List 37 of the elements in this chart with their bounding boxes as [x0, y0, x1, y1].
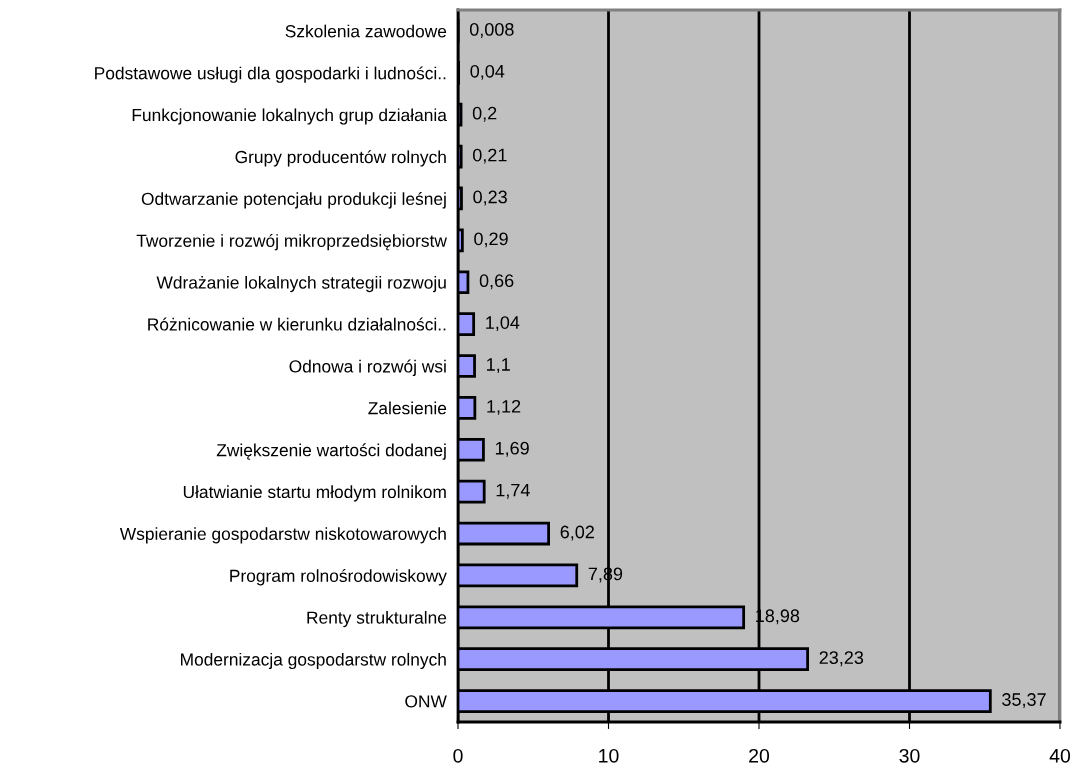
data-label: 1,1: [487, 358, 510, 373]
y-tick-label: Szkolenia zawodowe: [285, 24, 447, 38]
x-tick-label: 40: [1049, 748, 1071, 763]
y-tick-label: ONW: [405, 695, 447, 708]
data-label: 0,66: [479, 274, 514, 290]
data-label: 1,69: [495, 441, 529, 457]
y-tick-label: Podstawowe usługi dla gospodarki i ludności..: [95, 66, 446, 83]
data-label: 0,04: [470, 64, 505, 80]
y-tick-label: Wspieranie gospodarstw niskotowarowych: [119, 527, 446, 544]
data-label: 6,02: [560, 525, 594, 541]
data-label: 35,37: [1002, 693, 1046, 709]
data-label: 0,29: [474, 232, 508, 248]
y-tick-label: Ułatwianie startu młodym rolnikom: [183, 485, 446, 502]
y-tick-label: Różnicowanie w kierunku działalności..: [148, 317, 446, 331]
x-tick-label: 30: [899, 748, 920, 763]
y-tick-label: Zalesienie: [368, 401, 447, 415]
y-tick-label: Modernizacja gospodarstw rolnych: [181, 652, 446, 670]
y-tick-label: Program rolnośrodowiskowy: [230, 569, 447, 586]
x-tick-label: 0: [453, 748, 463, 763]
x-tick-label: 20: [749, 748, 770, 763]
y-tick-label: Renty strukturalne: [307, 611, 447, 628]
data-label: 0,21: [472, 148, 507, 164]
data-label: 1,04: [486, 316, 520, 332]
y-tick-label: Odnowa i rozwój wsi: [289, 359, 446, 376]
x-tick-label: 10: [599, 748, 619, 763]
y-tick-label: Wdrażanie lokalnych strategii rozwoju: [156, 275, 446, 293]
y-tick-label: Grupy producentów rolnych: [235, 150, 446, 167]
y-tick-label: Zwiększenie wartości dodanej: [216, 443, 446, 460]
data-label: 0,23: [473, 190, 507, 206]
data-label: 23,23: [819, 651, 864, 667]
y-tick-label: Funkcjonowanie lokalnych grup działania: [132, 108, 447, 125]
data-label: 1,12: [487, 399, 521, 415]
y-tick-label: Odtwarzanie potencjału produkcji leśnej: [141, 192, 446, 209]
data-label: 0,008: [469, 23, 514, 38]
data-label: 1,74: [496, 483, 530, 499]
y-tick-label: Tworzenie i rozwój mikroprzedsiębiorstw: [136, 233, 447, 251]
data-label: 0,2: [472, 106, 497, 122]
